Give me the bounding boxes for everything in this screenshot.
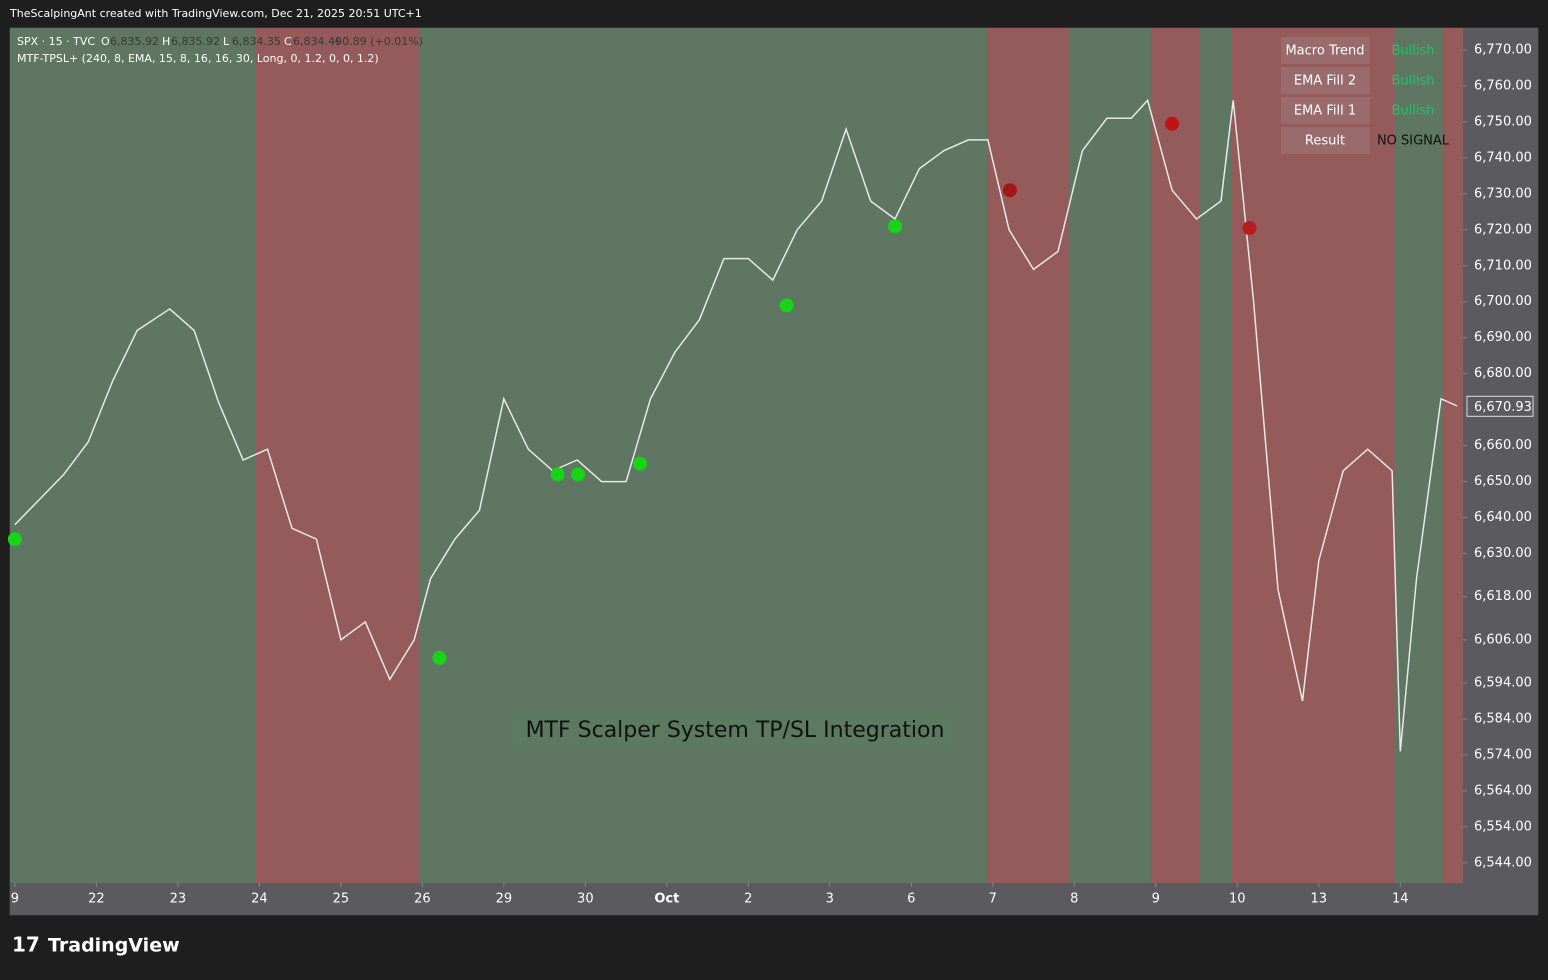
status-key: Macro Trend	[1285, 44, 1364, 59]
signal-dot	[7, 532, 22, 547]
y-tick-label: 6,680.00	[1474, 366, 1532, 381]
status-key: EMA Fill 2	[1294, 74, 1356, 89]
x-tick-label: Oct	[654, 892, 679, 907]
y-tick-label: 6,740.00	[1474, 150, 1532, 165]
price-line	[14, 98, 1458, 752]
brand: TradingView	[48, 935, 180, 957]
x-tick-label: 29	[496, 892, 513, 907]
bearish-region	[1150, 28, 1199, 883]
status-key: EMA Fill 1	[1294, 104, 1356, 119]
status-cell	[1281, 37, 1370, 64]
status-cell	[1281, 97, 1370, 124]
signal-dot	[632, 456, 647, 471]
y-tick-label: 6,630.00	[1474, 546, 1532, 561]
x-tick-label: 8	[1070, 892, 1078, 907]
y-tick-label: 6,760.00	[1474, 78, 1532, 93]
status-value: NO SIGNAL	[1377, 134, 1450, 149]
y-tick-label: 6,584.00	[1474, 711, 1532, 726]
x-axis-panel	[10, 883, 1538, 915]
x-tick-label: 2	[744, 892, 752, 907]
status-value: Bullish	[1391, 44, 1434, 59]
x-tick-label: 23	[170, 892, 187, 907]
x-tick-label: 9	[1152, 892, 1160, 907]
y-tick-label: 6,700.00	[1474, 294, 1532, 309]
status-value: Bullish	[1391, 74, 1434, 89]
y-tick-label: 6,650.00	[1474, 474, 1532, 489]
x-tick-label: 7	[989, 892, 997, 907]
y-tick-label: 6,720.00	[1474, 222, 1532, 237]
x-tick-label: 30	[577, 892, 594, 907]
x-tick-label: 22	[88, 892, 105, 907]
ohlc-value: 6,834.49	[293, 35, 342, 48]
ohlc-key: O	[101, 35, 110, 48]
last-price-box	[1466, 395, 1534, 417]
ohlc-value: 6,834.35	[232, 35, 281, 48]
y-tick-label: 6,770.00	[1474, 42, 1532, 57]
signal-dot	[888, 219, 903, 234]
y-tick-label: 6,618.00	[1474, 589, 1532, 604]
bearish-region	[987, 28, 1069, 883]
ohlc-key: C	[284, 35, 292, 48]
x-tick-label: 26	[414, 892, 431, 907]
indicator: MTF-TPSL+ (240, 8, EMA, 15, 8, 16, 16, 3…	[17, 52, 379, 65]
signal-dot	[432, 650, 447, 665]
y-tick-label: 6,544.00	[1474, 855, 1532, 870]
annotation: MTF Scalper System TP/SL Integration	[526, 718, 945, 743]
signal-dot	[550, 467, 565, 482]
status-value: Bullish	[1391, 104, 1434, 119]
bearish-region	[1442, 28, 1463, 883]
header: TheScalpingAnt created with TradingView.…	[9, 7, 422, 20]
change: +0.89 (+0.01%)	[333, 35, 423, 48]
x-tick-label: 6	[907, 892, 915, 907]
y-tick-label: 6,660.00	[1474, 438, 1532, 453]
brand-logo: 𝟭𝟳	[12, 933, 40, 957]
bearish-region	[255, 28, 419, 883]
y-tick-label: 6,564.00	[1474, 783, 1532, 798]
x-tick-label: 10	[1229, 892, 1246, 907]
last-price-label: 6,670.93	[1474, 400, 1532, 415]
y-tick-label: 6,574.00	[1474, 747, 1532, 762]
y-tick-label: 6,606.00	[1474, 632, 1532, 647]
signal-dot	[1002, 183, 1017, 198]
x-tick-label: 14	[1392, 892, 1409, 907]
bearish-region	[1231, 28, 1395, 883]
ohlc-value: 6,835.92	[171, 35, 220, 48]
signal-dot	[779, 298, 794, 313]
signal-dot	[1242, 220, 1257, 235]
y-tick-label: 6,554.00	[1474, 819, 1532, 834]
y-tick-label: 6,750.00	[1474, 114, 1532, 129]
ohlc-key: H	[162, 35, 170, 48]
x-tick-label: 3	[826, 892, 834, 907]
symbol: SPX · 15 · TVC	[17, 35, 95, 48]
y-tick-label: 6,640.00	[1474, 510, 1532, 525]
signal-dot	[1165, 116, 1180, 131]
status-cell	[1281, 67, 1370, 94]
y-tick-label: 6,710.00	[1474, 258, 1532, 273]
x-tick-label: 13	[1310, 892, 1327, 907]
y-tick-label: 6,730.00	[1474, 186, 1532, 201]
signal-dot	[570, 467, 585, 482]
y-axis-panel	[1463, 28, 1538, 915]
status-cell	[1281, 127, 1370, 154]
ohlc-value: 6,835.92	[110, 35, 159, 48]
x-tick-label: 9	[11, 892, 19, 907]
annotation-box	[512, 714, 958, 748]
status-key: Result	[1305, 134, 1345, 149]
x-tick-label: 24	[251, 892, 268, 907]
y-tick-label: 6,594.00	[1474, 676, 1532, 691]
y-tick-label: 6,690.00	[1474, 330, 1532, 345]
x-tick-label: 25	[333, 892, 350, 907]
ohlc-key: L	[223, 35, 230, 48]
